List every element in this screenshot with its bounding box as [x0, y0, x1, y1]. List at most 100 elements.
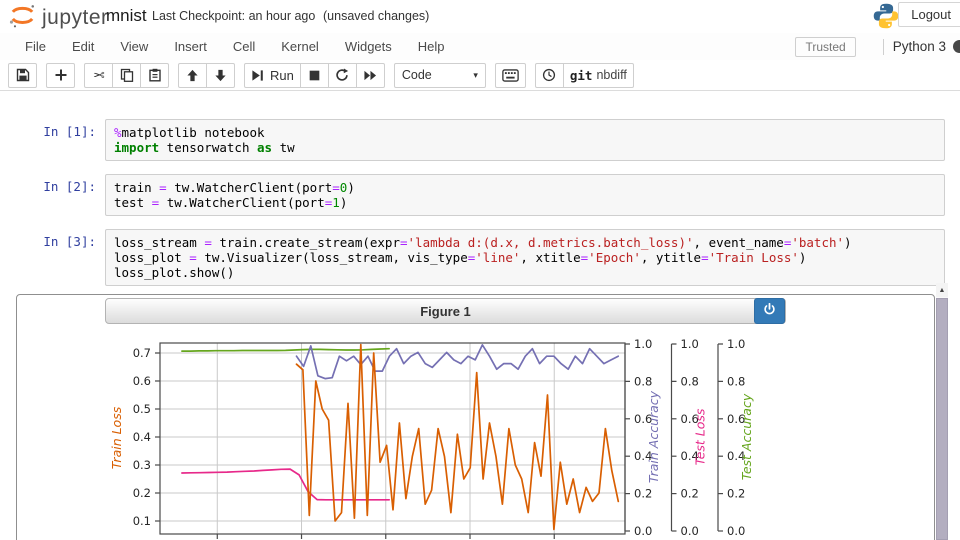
svg-text:0.6: 0.6 [634, 412, 652, 426]
svg-text:1.0: 1.0 [634, 337, 652, 351]
fast-forward-button[interactable] [355, 62, 385, 88]
header-bar: jupyter mnist Last Checkpoint: an hour a… [0, 0, 960, 33]
toolbar-group [178, 62, 235, 88]
svg-text:0.5: 0.5 [133, 402, 151, 416]
menu-bar: File Edit View Insert Cell Kernel Widgets Help … [0, 33, 960, 61]
refresh-icon [335, 68, 349, 82]
code-line: loss_plot.show() [114, 265, 235, 280]
unsaved-changes-label: (unsaved changes) [323, 9, 430, 23]
checkpoint-clock-button[interactable] [534, 62, 564, 88]
svg-text:0.8: 0.8 [727, 374, 745, 388]
stop-button[interactable] [299, 62, 329, 88]
divider [882, 38, 884, 55]
code-cell-2[interactable]: In [2]: train = tw.WatcherClient(port=0) t… [8, 174, 950, 216]
paste-button[interactable] [140, 62, 169, 88]
axis-label-train-loss: Train Loss [109, 406, 124, 469]
chevron-down-icon: ▾ [473, 69, 478, 80]
menu-items: File Edit View Insert Cell Kernel Widgets Help [0, 33, 960, 60]
code-line: %matplotlib notebook [114, 125, 265, 140]
move-down-icon [214, 69, 227, 82]
run-icon [251, 69, 264, 82]
svg-text:0.8: 0.8 [681, 374, 699, 388]
input-prompt: In [3]: [43, 234, 96, 249]
move-up-button[interactable] [178, 62, 207, 88]
git-nbdiff-button[interactable]: git nbdiff [562, 62, 634, 88]
svg-text:0.2: 0.2 [133, 486, 151, 500]
kernel-indicator-icon [953, 40, 960, 53]
refresh-button[interactable] [327, 62, 357, 88]
scroll-up-arrow-icon[interactable]: ▲ [936, 283, 948, 297]
svg-text:0.2: 0.2 [634, 487, 652, 501]
code-line: loss_plot = tw.Visualizer(loss_stream, v… [114, 250, 807, 265]
python-logo-icon [872, 2, 900, 30]
nbdiff-label: nbdiff [596, 68, 627, 82]
scrollbar-thumb[interactable] [936, 298, 948, 540]
svg-text:0.2: 0.2 [727, 487, 745, 501]
menu-item-edit[interactable]: Edit [71, 39, 95, 54]
jupyter-logo-text: jupyter [42, 6, 109, 29]
code-input[interactable]: train = tw.WatcherClient(port=0) test = t… [105, 174, 945, 216]
cut-button[interactable]: ✂ [84, 62, 113, 88]
paste-icon [148, 68, 162, 82]
cells-container: In [1]: %matplotlib notebook import tensor… [0, 119, 950, 286]
save-button[interactable] [8, 62, 37, 88]
copy-button[interactable] [112, 62, 141, 88]
add-cell-button[interactable] [46, 62, 75, 88]
git-label: git [569, 67, 593, 83]
svg-text:0.6: 0.6 [727, 412, 745, 426]
cell-type-select[interactable]: Code ▾ [393, 62, 486, 88]
save-icon [16, 68, 30, 82]
menu-item-file[interactable]: File [25, 39, 46, 54]
code-line: loss_stream = train.create_stream(expr='… [114, 235, 852, 250]
add-cell-icon [54, 68, 68, 82]
code-cell-3[interactable]: In [3]: loss_stream = train.create_stream… [8, 229, 950, 286]
input-prompt: In [2]: [43, 179, 96, 194]
svg-text:0.1: 0.1 [133, 514, 151, 528]
series-test-accuracy [181, 347, 390, 352]
menu-item-widgets[interactable]: Widgets [344, 39, 392, 54]
axis-label-train-acc: Train Accuracy [646, 390, 661, 483]
svg-text:0.0: 0.0 [727, 524, 745, 538]
svg-text:0.0: 0.0 [634, 524, 652, 538]
toolbar-group [494, 62, 526, 88]
menu-item-cell[interactable]: Cell [232, 39, 256, 54]
checkpoint-status: Last Checkpoint: an hour ago [152, 9, 316, 23]
svg-text:0.4: 0.4 [634, 449, 652, 463]
run-button[interactable]: Run [244, 62, 301, 88]
figure-title: Figure 1 [420, 303, 471, 319]
fast-forward-icon [363, 69, 377, 82]
figure-titlebar[interactable]: Figure 1 [105, 298, 786, 324]
menu-item-view[interactable]: View [120, 39, 149, 54]
cell-type-value: Code [401, 68, 432, 82]
toolbar-group [46, 62, 75, 88]
figure-close-button[interactable] [754, 298, 785, 324]
move-down-button[interactable] [206, 62, 235, 88]
code-input[interactable]: loss_stream = train.create_stream(expr='… [105, 229, 945, 286]
code-line: test = tw.WatcherClient(port=1) [114, 195, 348, 210]
command-palette-button[interactable] [494, 62, 526, 88]
logout-button[interactable]: Logout [898, 2, 960, 27]
code-cell-1[interactable]: In [1]: %matplotlib notebook import tensor… [8, 119, 950, 161]
menu-item-help[interactable]: Help [417, 39, 445, 54]
trusted-badge[interactable]: Trusted [795, 36, 856, 57]
svg-text:0.6: 0.6 [133, 374, 151, 388]
notebook-area: In [1]: %matplotlib notebook import tensor… [0, 91, 950, 540]
jupyter-logo[interactable]: jupyter [8, 1, 109, 35]
menu-item-kernel[interactable]: Kernel [281, 39, 319, 54]
notebook-title[interactable]: mnist [106, 6, 147, 25]
checkpoint-clock-icon [542, 68, 556, 82]
run-label: Run [270, 67, 294, 83]
menu-item-insert[interactable]: Insert [174, 39, 207, 54]
toolbar-group: Run [244, 62, 385, 88]
svg-text:0.0: 0.0 [681, 524, 699, 538]
output-scrollbar[interactable]: ▲ [936, 283, 948, 540]
toolbar-group [8, 62, 37, 88]
cell-output-area: Figure 1 0.1 0.2 0.3 0.4 0.5 0.6 0.7 Train Loss… [16, 294, 935, 540]
code-input[interactable]: %matplotlib notebook import tensorwatch a… [105, 119, 945, 161]
svg-text:0.4: 0.4 [681, 449, 699, 463]
series-test-loss [181, 468, 391, 501]
jupyter-planet-icon [8, 1, 37, 35]
